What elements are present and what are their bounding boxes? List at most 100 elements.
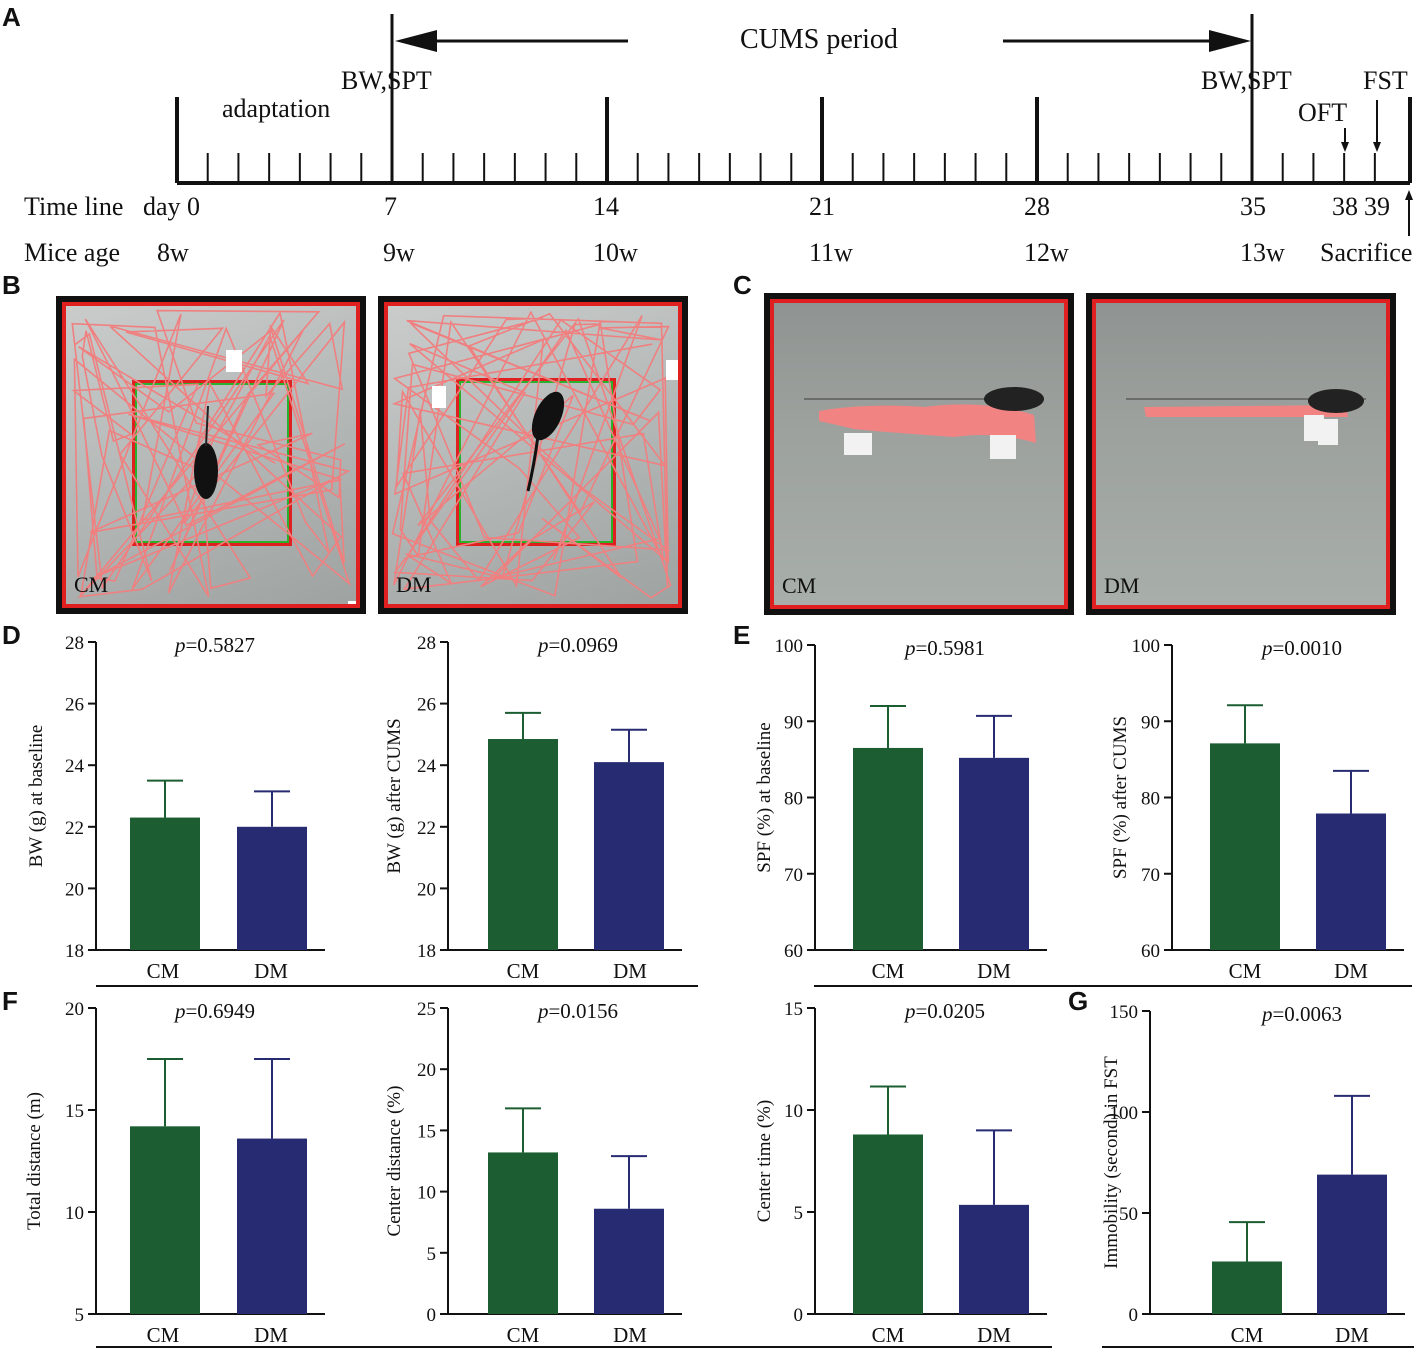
open-field-arena-dm: DM: [378, 296, 688, 614]
swim-track: [1144, 405, 1348, 417]
panel-label-e: E: [733, 620, 751, 650]
bar-DM: [959, 1204, 1029, 1314]
y-tick-label: 60: [1141, 941, 1160, 962]
track-path: [391, 310, 672, 599]
row-label-timeline: Time line: [24, 192, 124, 221]
y-tick-label: 100: [775, 636, 804, 657]
category-label: CM: [872, 1323, 905, 1347]
y-axis-label: Immobility (second) in FST: [1101, 1056, 1122, 1269]
category-label: CM: [507, 1323, 540, 1347]
swim-track: [819, 404, 1036, 443]
arena-label: DM: [1104, 573, 1140, 598]
y-tick-label: 5: [794, 1203, 804, 1224]
bar-CM: [130, 1126, 200, 1314]
y-tick-label: 28: [65, 633, 84, 654]
age-label: 12w: [1024, 238, 1069, 267]
p-value: p=0.0156: [536, 999, 618, 1023]
category-label: DM: [613, 1323, 647, 1347]
chart-D2: 18 20 22 24 26 28 CM DM p=0.0969 BW (g) after CUM…: [384, 633, 682, 983]
category-label: CM: [1229, 959, 1262, 983]
y-axis-label: Center distance (%): [384, 1086, 405, 1237]
bar-DM: [959, 757, 1029, 950]
panel-label-f: F: [2, 986, 18, 1016]
bar-CM: [853, 1134, 923, 1314]
category-label: DM: [254, 1323, 288, 1347]
event-bw-spt-end: BW,SPT: [1201, 66, 1292, 95]
category-label: CM: [872, 959, 905, 983]
y-tick-label: 5: [75, 1305, 85, 1326]
y-tick-label: 25: [417, 999, 436, 1020]
mouse-body: [194, 443, 218, 499]
day-label: 21: [809, 192, 835, 221]
y-tick-label: 15: [784, 999, 803, 1020]
category-label: DM: [254, 959, 288, 983]
category-label: CM: [507, 959, 540, 983]
y-tick-label: 10: [417, 1183, 436, 1204]
y-tick-label: 20: [417, 1060, 436, 1081]
chart-F1: 5 10 15 20 CM DM p=0.6949 Total distance (m): [24, 999, 325, 1347]
chart-F2: 0 5 10 15 20 25 CM DM p=0.0156 Center distance (%…: [384, 999, 682, 1347]
y-tick-label: 60: [784, 941, 803, 962]
center-zone-outer: [132, 380, 292, 546]
y-tick-label: 80: [1141, 789, 1160, 810]
period-arrow-left-head: [395, 30, 437, 52]
y-tick-label: 10: [65, 1203, 84, 1224]
y-tick-label: 26: [65, 695, 84, 716]
day-label: 38: [1332, 192, 1358, 221]
chart-E2: 60 70 80 90 100 CM DM p=0.0010 SPF (%) after CUM…: [1110, 636, 1404, 983]
bar-DM: [237, 826, 307, 950]
event-sacrifice: Sacrifice: [1320, 238, 1413, 267]
age-label: 8w: [157, 238, 189, 267]
y-tick-label: 0: [794, 1305, 804, 1326]
forced-swim-track-dm: [1126, 389, 1366, 445]
y-tick-label: 18: [417, 941, 436, 962]
p-value: p=0.0010: [1260, 636, 1342, 660]
bar-CM: [130, 817, 200, 950]
y-tick-label: 22: [65, 818, 84, 839]
category-label: CM: [1231, 1323, 1264, 1347]
y-tick-label: 70: [1141, 865, 1160, 886]
day-label: 39: [1364, 192, 1390, 221]
event-oft: OFT: [1298, 98, 1348, 127]
open-field-arena-cm: CM: [56, 296, 366, 614]
p-value: p=0.6949: [173, 999, 255, 1023]
day-label: 28: [1024, 192, 1050, 221]
category-label: DM: [977, 959, 1011, 983]
event-fst: FST: [1363, 66, 1408, 95]
day-label: 7: [384, 192, 397, 221]
adaptation-label: adaptation: [222, 94, 331, 123]
age-label: 9w: [383, 238, 415, 267]
forced-swim-track-cm: [804, 387, 1044, 459]
chart-G1: 0 50 100 150 CM DM p=0.0063 Immobility (second)…: [1101, 1002, 1405, 1347]
forced-swim-arena-cm: CM: [764, 293, 1074, 615]
mouse-body: [531, 391, 565, 441]
y-axis-label: SPF (%) at baseline: [754, 722, 775, 872]
category-label: DM: [1334, 959, 1368, 983]
day-label: 35: [1240, 192, 1266, 221]
y-tick-label: 20: [65, 879, 84, 900]
timeline-ticks: [175, 14, 1412, 185]
period-label: CUMS period: [740, 24, 898, 55]
bar-CM: [1212, 1261, 1282, 1314]
bar-DM: [594, 1208, 664, 1314]
category-label: CM: [147, 959, 180, 983]
category-label: CM: [147, 1323, 180, 1347]
age-label: 10w: [593, 238, 638, 267]
period-arrow-right-head: [1209, 30, 1251, 52]
mouse-body: [1308, 389, 1364, 413]
panel-label-a: A: [2, 2, 21, 32]
day-label: 14: [593, 192, 619, 221]
y-tick-label: 70: [784, 865, 803, 886]
event-bw-spt-start: BW,SPT: [341, 66, 432, 95]
y-axis-label: Total distance (m): [24, 1092, 45, 1230]
y-tick-label: 18: [65, 941, 84, 962]
panel-label-c: C: [733, 270, 752, 300]
category-label: DM: [977, 1323, 1011, 1347]
bar-CM: [1210, 743, 1280, 950]
y-tick-label: 90: [784, 712, 803, 733]
category-label: DM: [613, 959, 647, 983]
y-axis-label: SPF (%) after CUMS: [1110, 716, 1131, 879]
p-value: p=0.0063: [1260, 1002, 1342, 1026]
bar-DM: [237, 1138, 307, 1314]
y-axis-label: BW (g) after CUMS: [384, 718, 405, 873]
